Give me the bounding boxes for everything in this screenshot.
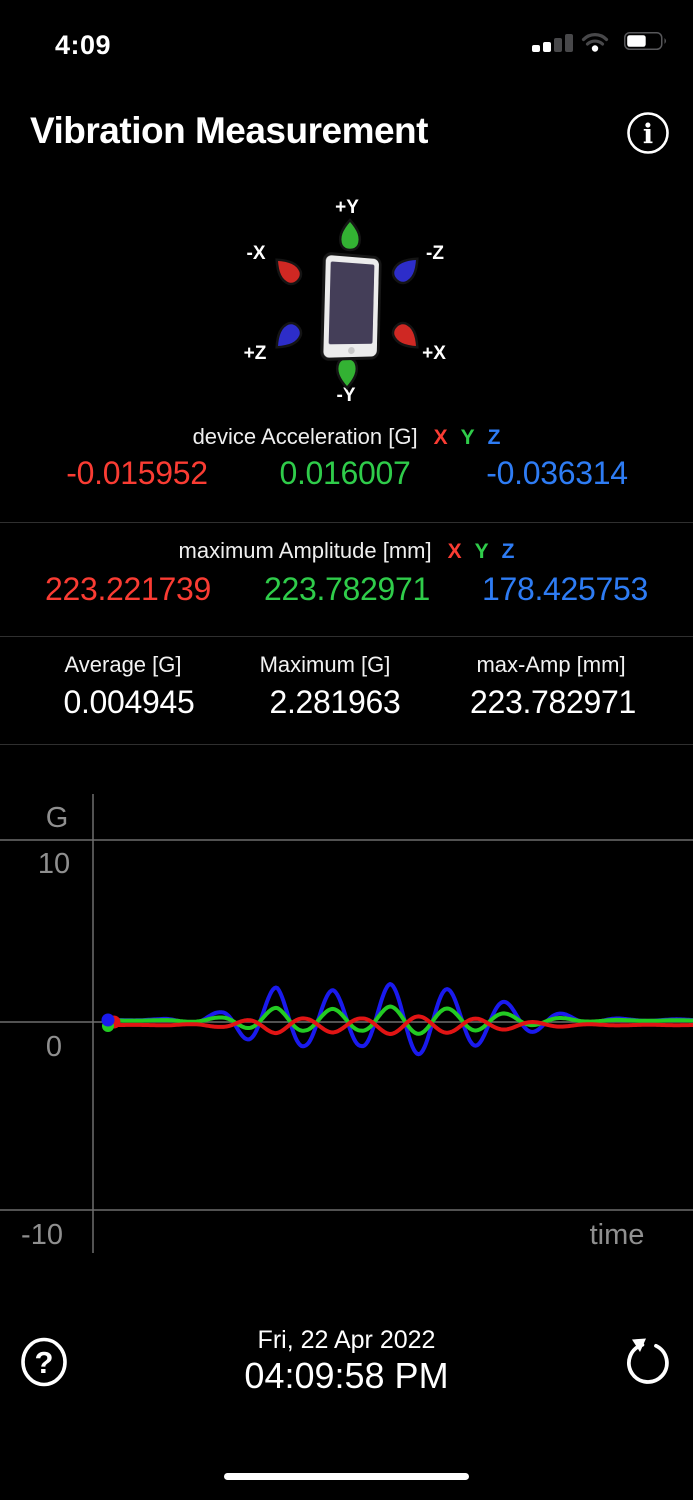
amplitude-z-value: 178.425753 bbox=[481, 571, 649, 607]
arrow-plus-x-icon bbox=[391, 321, 419, 349]
axis-letter-z: Z bbox=[501, 540, 515, 563]
axis-label-plus-z: +Z bbox=[243, 343, 267, 364]
waveform-x bbox=[107, 1014, 693, 1036]
stat-maximum-label: Maximum [G] bbox=[259, 652, 391, 677]
acceleration-axis-letters: X Y Z bbox=[434, 426, 501, 450]
y-tick-minus10: -10 bbox=[21, 1219, 63, 1251]
stat-maxamp-label: max-Amp [mm] bbox=[476, 652, 626, 677]
axis-letter-x: X bbox=[433, 426, 448, 449]
waveform-start-dot bbox=[101, 1013, 115, 1027]
y-tick-zero: 0 bbox=[45, 1031, 63, 1063]
amplitude-header: maximum Amplitude [mm] X Y Z bbox=[0, 538, 693, 564]
stat-average-label: Average [G] bbox=[64, 652, 182, 677]
footer-time: 04:09:58 PM bbox=[244, 1355, 449, 1396]
amplitude-x-value: 223.221739 bbox=[44, 571, 212, 607]
phone-home-button bbox=[347, 346, 355, 355]
axis-letter-y: Y bbox=[460, 426, 475, 449]
help-button[interactable]: ? bbox=[18, 1336, 70, 1391]
stat-maxamp-value: 223.782971 bbox=[469, 684, 637, 720]
acceleration-x-value: -0.015952 bbox=[66, 455, 208, 491]
arrow-minus-z-icon bbox=[391, 257, 419, 285]
axis-label-plus-y: +Y bbox=[335, 197, 359, 218]
cellular-signal-icon bbox=[532, 34, 573, 52]
wifi-icon bbox=[581, 33, 609, 52]
amplitude-axis-letters: X Y Z bbox=[448, 540, 515, 564]
home-indicator[interactable] bbox=[224, 1473, 469, 1480]
arrow-minus-x-icon bbox=[275, 258, 303, 286]
device-phone-graphic bbox=[320, 251, 382, 361]
page-title: Vibration Measurement bbox=[30, 110, 428, 151]
acceleration-title: device Acceleration [G] bbox=[192, 424, 418, 449]
axis-letter-x: X bbox=[447, 540, 462, 563]
arrow-plus-y-icon bbox=[338, 218, 362, 252]
phone-screen bbox=[328, 261, 375, 345]
acceleration-header: device Acceleration [G] X Y Z bbox=[0, 424, 693, 450]
battery-icon bbox=[624, 32, 666, 50]
stat-maximum-value: 2.281963 bbox=[269, 684, 401, 720]
axis-label-minus-x: -X bbox=[246, 243, 266, 264]
axis-label-minus-y: -Y bbox=[336, 385, 356, 406]
amplitude-y-value: 223.782971 bbox=[263, 571, 431, 607]
axis-label-plus-x: +X bbox=[422, 343, 446, 364]
acceleration-y-value: 0.016007 bbox=[279, 455, 411, 491]
vibration-chart bbox=[0, 794, 693, 1253]
info-icon: i bbox=[627, 112, 669, 154]
svg-text:i: i bbox=[643, 119, 653, 150]
section-divider bbox=[0, 522, 693, 523]
reset-button[interactable] bbox=[622, 1336, 674, 1391]
axis-letter-y: Y bbox=[474, 540, 489, 563]
svg-text:?: ? bbox=[35, 1345, 54, 1380]
x-axis-title: time bbox=[589, 1219, 645, 1251]
footer-date: Fri, 22 Apr 2022 bbox=[257, 1326, 436, 1354]
section-divider bbox=[0, 636, 693, 637]
waveform-y bbox=[107, 1004, 693, 1036]
axis-label-minus-z: -Z bbox=[426, 243, 444, 264]
y-axis-title: G bbox=[45, 802, 69, 834]
arrow-plus-z-icon bbox=[275, 321, 303, 349]
info-button[interactable]: i bbox=[625, 110, 671, 159]
stat-average-value: 0.004945 bbox=[63, 684, 195, 720]
help-icon: ? bbox=[21, 1337, 67, 1387]
y-tick-plus10: 10 bbox=[37, 848, 71, 880]
axis-letter-z: Z bbox=[487, 426, 501, 449]
amplitude-title: maximum Amplitude [mm] bbox=[178, 538, 432, 563]
section-divider bbox=[0, 744, 693, 745]
acceleration-z-value: -0.036314 bbox=[486, 455, 628, 491]
reset-icon bbox=[627, 1338, 669, 1384]
statusbar-clock: 4:09 bbox=[55, 30, 112, 60]
